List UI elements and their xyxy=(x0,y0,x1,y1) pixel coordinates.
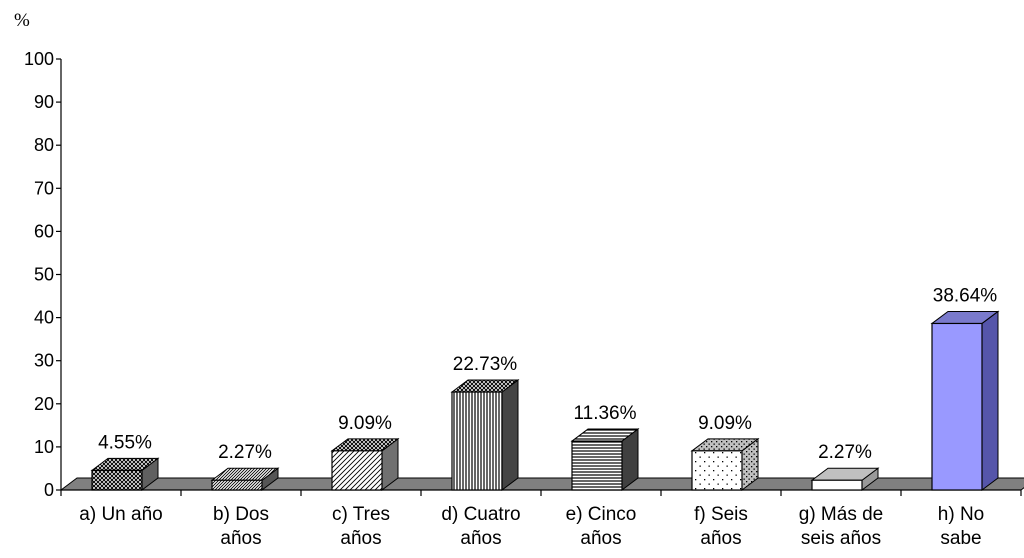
x-tick-label-line: c) Tres xyxy=(332,504,390,525)
bar-front-face xyxy=(211,479,263,491)
data-label: 9.09% xyxy=(338,413,392,434)
x-tick-label-line: g) Más de xyxy=(799,504,883,525)
data-label: 9.09% xyxy=(698,413,752,434)
x-tick-label: f) Seis años xyxy=(694,504,748,549)
y-tick-label: 10 xyxy=(34,437,54,457)
x-tick-label-line: años xyxy=(460,528,501,549)
bar-front-face xyxy=(691,450,743,491)
x-tick-label-line: años xyxy=(220,528,261,549)
x-tick-label-line: años xyxy=(580,528,621,549)
data-label: 4.55% xyxy=(98,432,152,453)
y-tick-label: 20 xyxy=(34,394,54,414)
bar-front-face xyxy=(91,469,143,491)
bar-6 xyxy=(690,437,760,491)
bar-side-face xyxy=(981,310,999,491)
bar-side-face xyxy=(501,379,519,491)
y-tick-label: 70 xyxy=(34,178,54,198)
bar-front-face xyxy=(451,391,503,491)
x-tick-label-line: seis años xyxy=(801,528,881,549)
data-label: 2.27% xyxy=(818,442,872,463)
bar-2 xyxy=(210,467,280,491)
x-tick-label-line: f) Seis xyxy=(694,504,748,525)
y-tick-label: 0 xyxy=(44,480,54,500)
bar-front-face xyxy=(571,440,623,491)
x-tick-label-line: h) No xyxy=(938,504,984,525)
bar-4 xyxy=(450,379,520,491)
data-label: 38.64% xyxy=(933,285,998,306)
x-tick-label: b) Dos años xyxy=(213,504,269,549)
y-tick-label: 50 xyxy=(34,265,54,285)
bar-3 xyxy=(330,437,400,491)
data-label: 11.36% xyxy=(573,403,636,424)
y-tick-label: 40 xyxy=(34,308,54,328)
x-tick-label: c) Tres años xyxy=(332,504,390,549)
x-tick-label: h) No sabe xyxy=(938,504,984,549)
y-axis-label: % xyxy=(14,10,30,31)
y-tick-label: 80 xyxy=(34,135,54,155)
x-tick-label-line: a) Un año xyxy=(79,504,162,525)
bar-front-face xyxy=(331,450,383,491)
bar-front-face xyxy=(931,322,983,491)
y-tick-label: 100 xyxy=(24,49,54,69)
x-tick-label: g) Más de seis años xyxy=(799,504,883,549)
x-tick-label: e) Cinco años xyxy=(566,504,637,549)
y-tick-label: 90 xyxy=(34,92,54,112)
data-label: 22.73% xyxy=(453,354,518,375)
bar-1 xyxy=(90,457,160,491)
chart-floor xyxy=(59,477,1024,491)
x-tick-label-line: sabe xyxy=(940,528,981,549)
x-tick-label: a) Un año xyxy=(79,504,162,525)
y-tick-label: 60 xyxy=(34,221,54,241)
bar-5 xyxy=(570,428,640,491)
data-label: 2.27% xyxy=(218,442,272,463)
bar-8 xyxy=(930,310,1000,491)
x-tick-label: d) Cuatro años xyxy=(441,504,520,549)
x-tick-label-line: e) Cinco xyxy=(566,504,637,525)
bar-front-face xyxy=(811,479,863,491)
x-tick-label-line: d) Cuatro xyxy=(441,504,520,525)
bar-7 xyxy=(810,467,880,491)
x-tick-label-line: años xyxy=(340,528,381,549)
y-tick-label: 30 xyxy=(34,351,54,371)
x-tick-label-line: b) Dos xyxy=(213,504,269,525)
x-tick-label-line: años xyxy=(700,528,741,549)
